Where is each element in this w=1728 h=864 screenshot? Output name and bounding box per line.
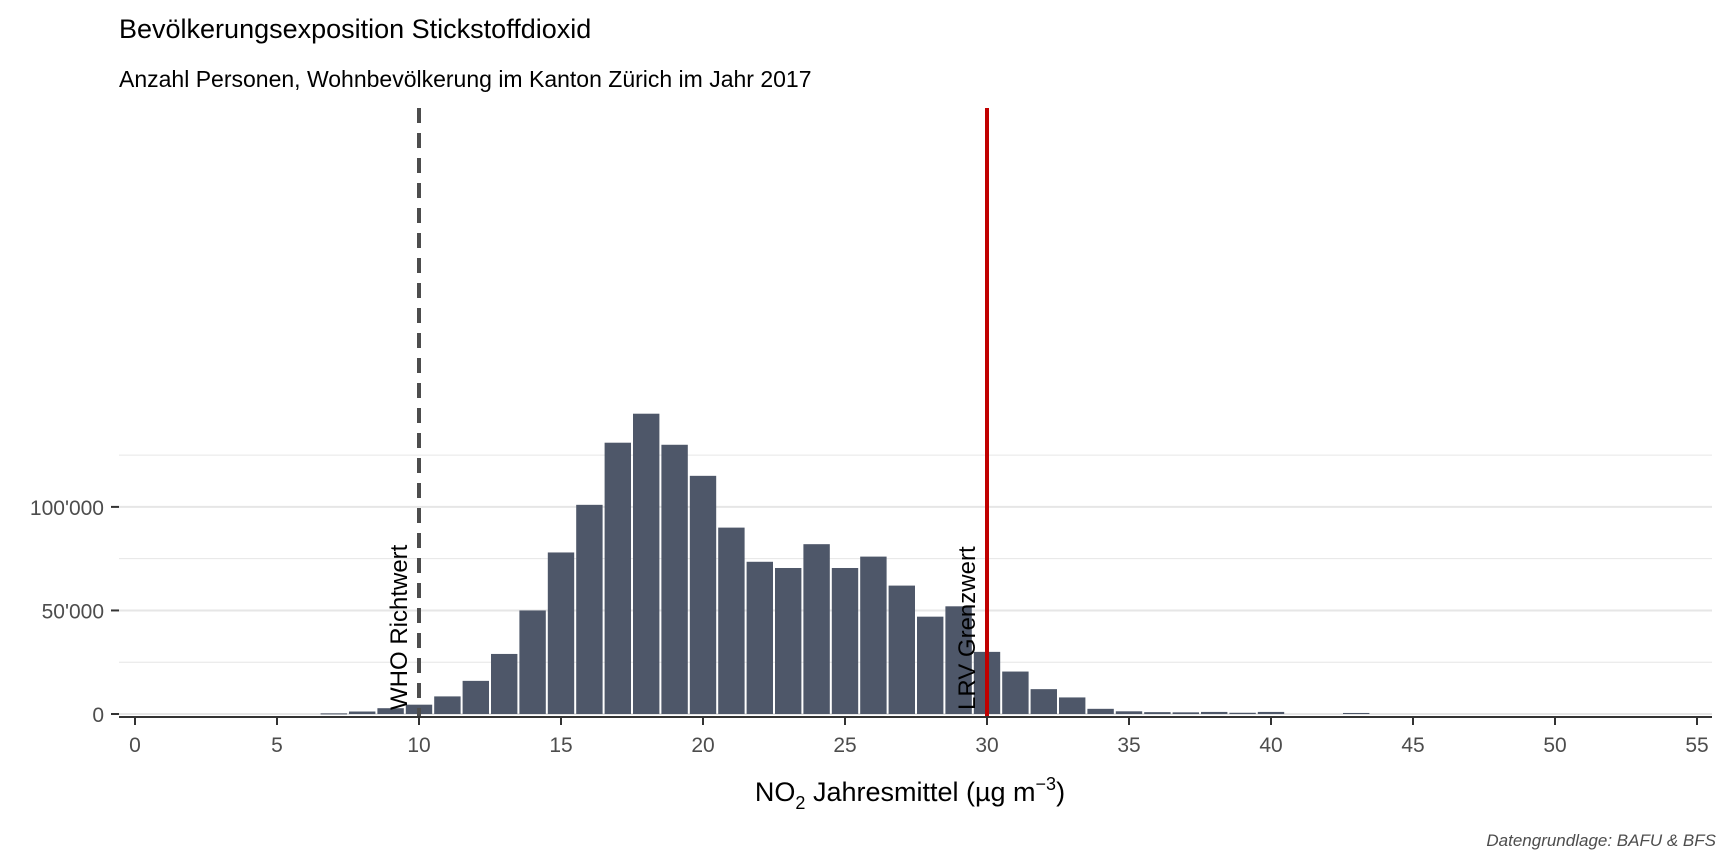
x-tick-label: 40 (1259, 734, 1282, 757)
histogram-bar (1343, 712, 1370, 714)
histogram-bar (831, 567, 859, 714)
histogram-bar (1115, 711, 1143, 714)
axes: 0 5 10 15 20 25 30 35 40 45 50 55 0 50'000 100'000 (30, 497, 1712, 757)
chart-caption: Datengrundlage: BAFU & BFS (1486, 831, 1716, 850)
reference-lines: WHO Richtwert LRV Grenzwert (386, 108, 989, 716)
x-tick-label: 20 (691, 734, 714, 757)
histogram-bar (689, 475, 717, 714)
histogram-bar (945, 606, 972, 714)
x-axis-label-subscript: 2 (795, 793, 805, 813)
y-tick-label: 50'000 (42, 600, 104, 623)
histogram-bar (576, 504, 603, 714)
who-reference-label: WHO Richtwert (386, 544, 413, 710)
x-tick-label: 5 (271, 734, 283, 757)
histogram-bar (1144, 712, 1171, 714)
x-axis-label-rest: Jahresmittel (µg m (805, 777, 1035, 807)
histogram-bar (860, 556, 887, 714)
bars (320, 413, 1370, 715)
x-axis-label-close: ) (1056, 777, 1065, 807)
histogram-bar (604, 442, 631, 714)
x-tick-label: 45 (1401, 734, 1424, 757)
x-tick-label: 50 (1543, 734, 1566, 757)
y-tick-label: 0 (92, 704, 104, 727)
histogram-bar (434, 696, 461, 714)
x-tick-label: 25 (833, 734, 856, 757)
gridlines (119, 454, 1712, 715)
histogram-bar (377, 708, 404, 714)
lrv-reference-label: LRV Grenzwert (954, 546, 981, 710)
histogram-bar (491, 653, 518, 714)
histogram-bar (746, 561, 773, 714)
histogram-bar (1257, 711, 1285, 714)
x-axis-label-superscript: −3 (1036, 774, 1057, 794)
x-tick-label: 15 (549, 734, 572, 757)
x-tick-label: 35 (1117, 734, 1140, 757)
histogram-bar (633, 413, 660, 714)
histogram-bar (1059, 697, 1086, 714)
histogram-bar (718, 527, 745, 714)
histogram-bar (1201, 711, 1228, 714)
x-tick-label: 30 (975, 734, 998, 757)
histogram-bar (775, 567, 802, 714)
x-tick-label: 0 (129, 734, 141, 757)
x-tick-label: 10 (407, 734, 430, 757)
histogram-bar (320, 713, 347, 715)
y-tick-label: 100'000 (30, 497, 104, 520)
histogram-bar (1002, 671, 1029, 714)
x-axis-label-main: NO (755, 777, 796, 807)
histogram-bar (661, 444, 688, 714)
histogram-bar (1229, 712, 1256, 714)
x-axis-label: NO2 Jahresmittel (µg m−3) (755, 774, 1065, 813)
histogram-bar (1087, 708, 1114, 714)
histogram-bar (917, 616, 944, 714)
histogram-bar (1030, 689, 1057, 714)
histogram-bar (888, 585, 915, 714)
histogram-bar (803, 544, 830, 714)
histogram-bar (519, 610, 546, 714)
chart-title: Bevölkerungsexposition Stickstoffdioxid (119, 14, 591, 44)
chart-subtitle: Anzahl Personen, Wohnbevölkerung im Kant… (119, 66, 812, 92)
histogram-bar (462, 680, 489, 714)
histogram-bar (349, 711, 376, 714)
histogram-bar (1172, 712, 1199, 714)
x-tick-label: 55 (1685, 734, 1708, 757)
histogram-bar (547, 552, 575, 714)
